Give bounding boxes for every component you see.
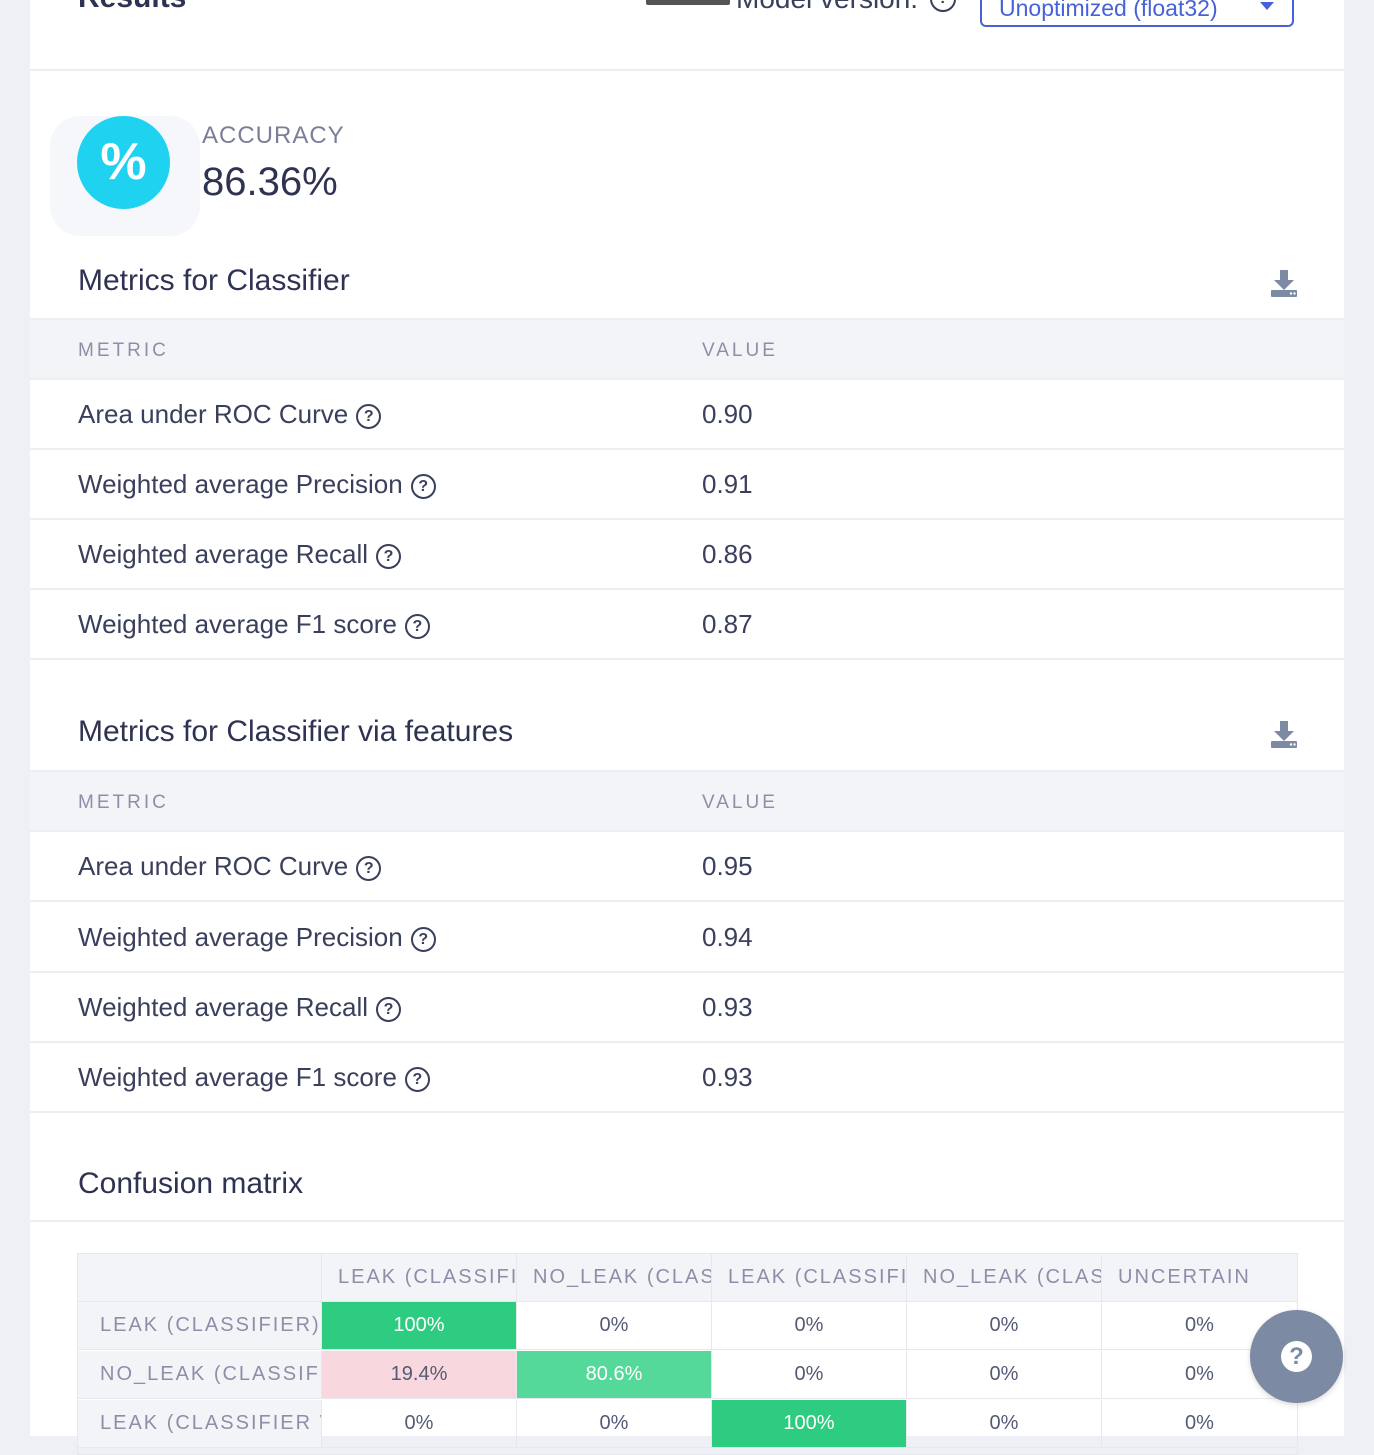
table-row: Weighted average Recall? 0.86 <box>30 520 1344 590</box>
table-row: Area under ROC Curve? 0.90 <box>30 380 1344 450</box>
metric-value: 0.90 <box>702 399 753 429</box>
metric-value: 0.87 <box>702 609 753 639</box>
divider <box>30 1220 1344 1222</box>
confusion-cell: 19.4% <box>322 1351 517 1398</box>
confusion-column-header: UNCERTAIN <box>1102 1254 1297 1301</box>
metric-name: Weighted average Recall? <box>78 539 402 569</box>
help-icon[interactable]: ? <box>376 997 402 1022</box>
page-title: Results <box>78 0 186 16</box>
section-title-classifier: Metrics for Classifier <box>78 264 350 297</box>
table-row: Area under ROC Curve? 0.95 <box>30 832 1344 902</box>
results-card: Results Model version: ? Unoptimized (fl… <box>30 0 1344 1455</box>
section-title-classifier-via-features: Metrics for Classifier via features <box>78 715 514 748</box>
confusion-cell: 0% <box>907 1302 1102 1349</box>
help-icon[interactable]: ? <box>356 856 382 881</box>
model-version-help-icon[interactable]: ? <box>930 0 956 12</box>
accuracy-value: 86.36% <box>202 160 338 204</box>
metric-name: Weighted average F1 score? <box>78 1062 430 1092</box>
metric-name: Weighted average Precision? <box>78 922 436 952</box>
confusion-cell: 80.6% <box>517 1351 712 1398</box>
table-row: Weighted average Recall? 0.93 <box>30 973 1344 1043</box>
table-row: Weighted average F1 score? 0.93 <box>30 1043 1344 1113</box>
column-header-metric: METRIC <box>78 340 169 361</box>
accuracy-label: ACCURACY <box>202 122 345 149</box>
help-icon[interactable]: ? <box>404 1067 430 1092</box>
confusion-cell: 0% <box>907 1351 1102 1398</box>
metric-name: Area under ROC Curve? <box>78 399 382 429</box>
confusion-cell: 100% <box>322 1302 517 1349</box>
tab-indicator <box>646 0 730 5</box>
confusion-cell: 0% <box>1185 1314 1214 1336</box>
confusion-cell: 0% <box>1185 1412 1214 1434</box>
column-header-metric: METRIC <box>78 792 169 813</box>
confusion-row-label: NO_LEAK (CLASSIFI <box>78 1351 322 1398</box>
help-icon[interactable]: ? <box>410 474 436 499</box>
chevron-down-icon <box>1260 2 1274 10</box>
confusion-row: LEAK (CLASSIFIER V 0% 0% 100% 0% 0% <box>78 1400 1297 1448</box>
column-header-value: VALUE <box>702 792 778 813</box>
metric-name: Area under ROC Curve? <box>78 851 382 881</box>
metric-name: Weighted average Recall? <box>78 992 402 1022</box>
confusion-cell: 100% <box>712 1400 907 1447</box>
model-version-label: Model version: <box>736 0 918 16</box>
confusion-cell: 0% <box>907 1400 1102 1447</box>
help-icon[interactable]: ? <box>404 614 430 639</box>
confusion-cell: 0% <box>517 1302 712 1349</box>
table-header: METRIC VALUE <box>30 318 1344 380</box>
model-version-value: Unoptimized (float32) <box>999 0 1218 21</box>
confusion-column-header: NO_LEAK (CLASS <box>907 1254 1102 1301</box>
confusion-row: LEAK (CLASSIFIER) 100% 0% 0% 0% 0% <box>78 1302 1297 1350</box>
confusion-matrix: LEAK (CLASSIFIE NO_LEAK (CLASS LEAK (CLA… <box>77 1253 1298 1455</box>
confusion-cell: 0% <box>517 1400 712 1447</box>
table-header: METRIC VALUE <box>30 770 1344 832</box>
confusion-cell: 0% <box>712 1351 907 1398</box>
confusion-header-row: LEAK (CLASSIFIE NO_LEAK (CLASS LEAK (CLA… <box>78 1254 1297 1302</box>
confusion-column-header: LEAK (CLASSIFIE <box>322 1254 517 1301</box>
confusion-corner <box>78 1254 322 1301</box>
confusion-row-label: LEAK (CLASSIFIER) <box>78 1302 322 1349</box>
model-version-select[interactable]: Unoptimized (float32) <box>980 0 1294 27</box>
table-row: Weighted average Precision? 0.94 <box>30 903 1344 973</box>
help-icon[interactable]: ? <box>356 404 382 429</box>
download-icon[interactable] <box>1270 268 1298 298</box>
metric-name: Weighted average Precision? <box>78 469 436 499</box>
confusion-column-header: LEAK (CLASSIFIE <box>712 1254 907 1301</box>
percent-icon: % <box>77 116 170 209</box>
download-icon[interactable] <box>1270 719 1298 749</box>
confusion-cell: 0% <box>322 1400 517 1447</box>
table-row: Weighted average F1 score? 0.87 <box>30 590 1344 660</box>
column-header-value: VALUE <box>702 340 778 361</box>
confusion-column-header: NO_LEAK (CLASS <box>517 1254 712 1301</box>
metric-value: 0.93 <box>702 992 753 1022</box>
confusion-row-label: LEAK (CLASSIFIER V <box>78 1400 322 1447</box>
table-row: Weighted average Precision? 0.91 <box>30 450 1344 520</box>
help-icon[interactable]: ? <box>410 927 436 952</box>
help-button[interactable]: ? <box>1250 1310 1343 1403</box>
metric-value: 0.93 <box>702 1062 753 1092</box>
confusion-row: NO_LEAK (CLASSIFI 19.4% 80.6% 0% 0% 0% <box>78 1351 1297 1399</box>
help-icon[interactable]: ? <box>376 544 402 569</box>
metric-value: 0.95 <box>702 851 753 881</box>
metric-value: 0.86 <box>702 539 753 569</box>
results-header: Results Model version: ? Unoptimized (fl… <box>30 0 1344 71</box>
confusion-cell: 0% <box>1185 1363 1214 1385</box>
confusion-cell: 0% <box>712 1302 907 1349</box>
metric-name: Weighted average F1 score? <box>78 609 430 639</box>
section-title-confusion-matrix: Confusion matrix <box>78 1167 304 1200</box>
question-icon: ? <box>1281 1341 1312 1372</box>
metric-value: 0.91 <box>702 469 753 499</box>
metric-value: 0.94 <box>702 922 753 952</box>
